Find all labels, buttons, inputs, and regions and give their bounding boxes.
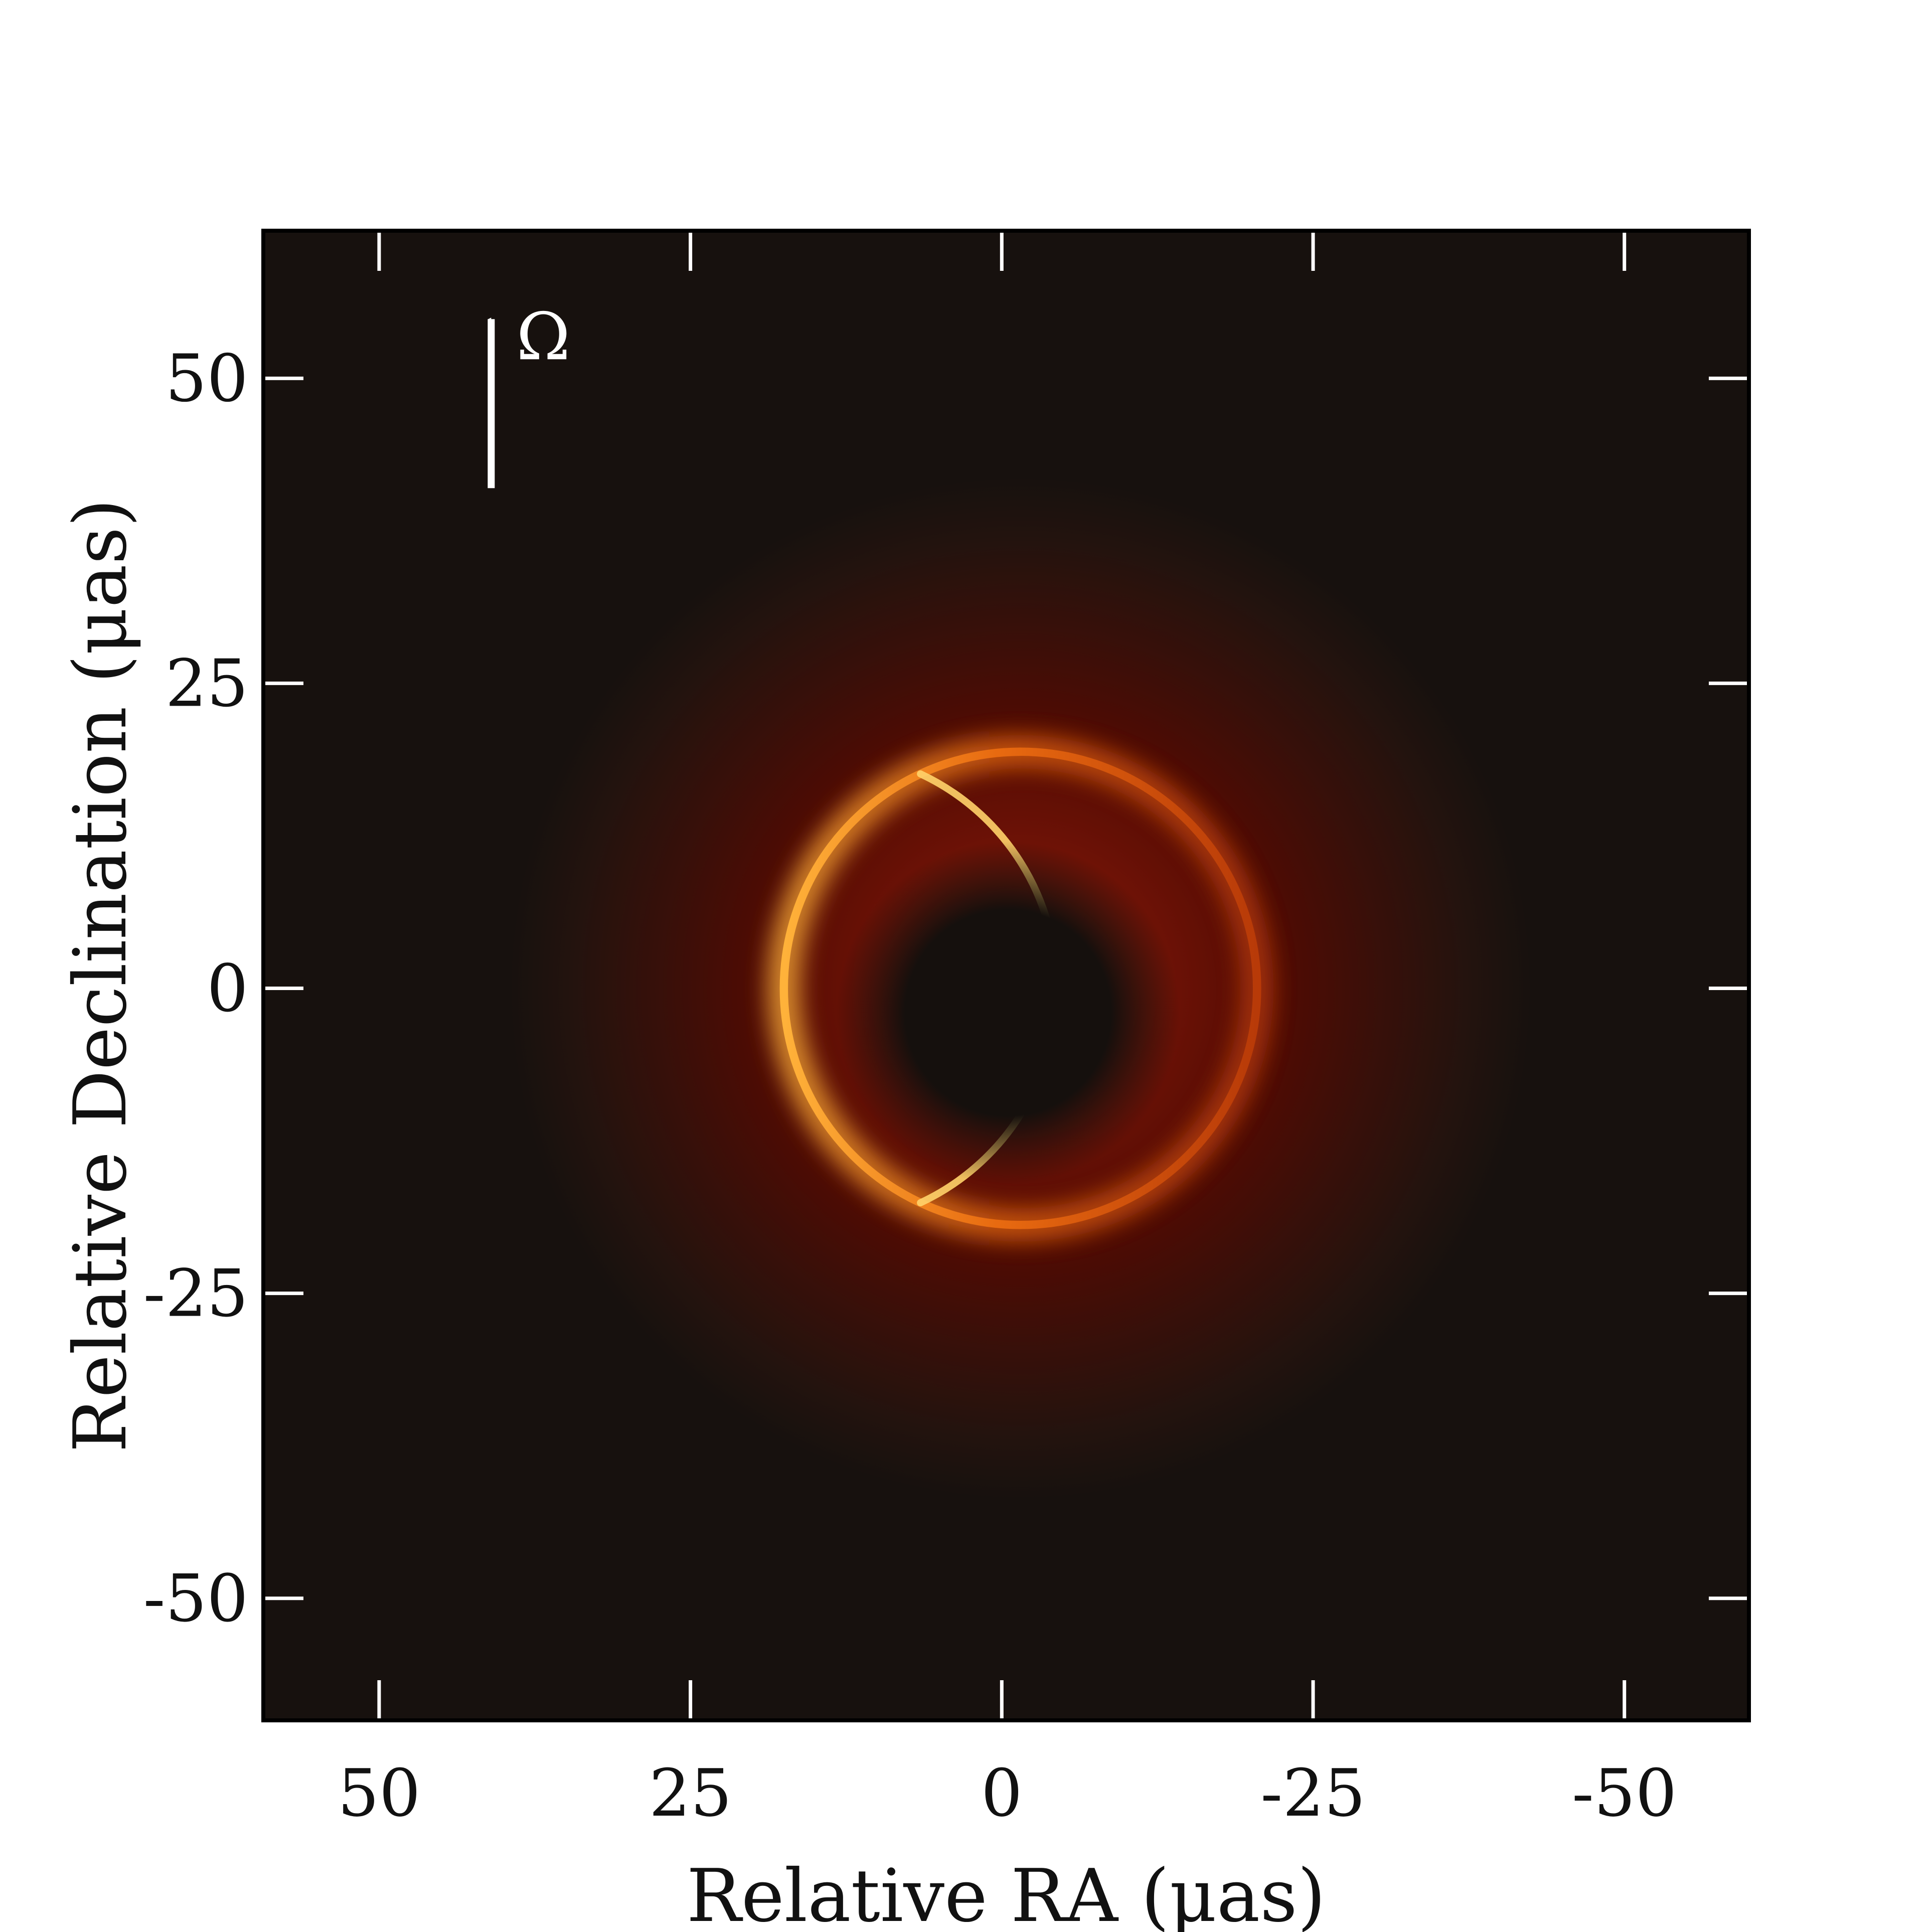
x-tick-label: 50 bbox=[338, 1755, 420, 1831]
y-tick-label: -50 bbox=[143, 1560, 248, 1637]
photon-ring bbox=[779, 747, 1261, 1229]
axis-ticks bbox=[263, 231, 1749, 1720]
black-hole-shadow bbox=[836, 841, 1180, 1185]
x-tick-label: -50 bbox=[1572, 1755, 1677, 1831]
x-axis-label: Relative RA (μas) bbox=[687, 1854, 1326, 1932]
plot-area bbox=[263, 231, 1749, 1720]
y-tick-label: 25 bbox=[166, 645, 248, 721]
y-tick-label: -25 bbox=[143, 1255, 248, 1332]
omega-label: Ω bbox=[516, 298, 570, 375]
y-tick-label: 50 bbox=[166, 340, 248, 416]
x-tick-label: 0 bbox=[981, 1755, 1023, 1831]
x-tick-label: 25 bbox=[649, 1755, 732, 1831]
y-axis-label: Relative Declination (μas) bbox=[58, 499, 143, 1453]
x-tick-label: -25 bbox=[1260, 1755, 1365, 1831]
x-tick-labels: 50 25 0 -25 -50 bbox=[338, 1755, 1677, 1831]
y-tick-label: 0 bbox=[207, 950, 248, 1027]
y-tick-labels: 50 25 0 -25 -50 bbox=[143, 340, 248, 1636]
plot-frame bbox=[261, 229, 1751, 1722]
